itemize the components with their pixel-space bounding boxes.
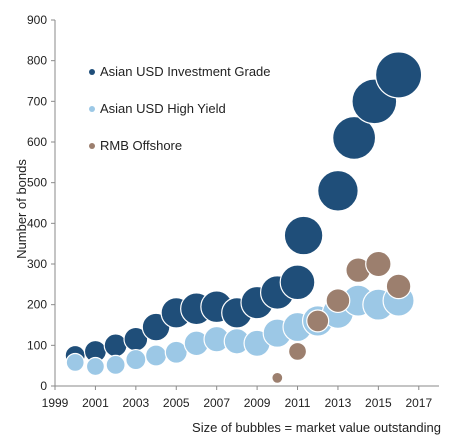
x-tick-label: 2013 bbox=[325, 396, 352, 410]
bubble-asian-usd-high-yield bbox=[105, 354, 126, 375]
bubble-rmb-offshore bbox=[365, 250, 392, 278]
bubble-rmb-offshore bbox=[287, 341, 308, 361]
bubble-asian-usd-high-yield bbox=[164, 340, 188, 364]
legend-label: Asian USD High Yield bbox=[100, 101, 226, 116]
bubble-asian-usd-high-yield bbox=[144, 344, 168, 367]
bubble-asian-usd-high-yield bbox=[85, 356, 105, 377]
bubble-asian-usd-investment-grade bbox=[283, 215, 324, 256]
x-tick-label: 2017 bbox=[405, 396, 432, 410]
x-tick-label: 2003 bbox=[122, 396, 149, 410]
x-tick-label: 2015 bbox=[365, 396, 392, 410]
bubble-size-footnote: Size of bubbles = market value outstandi… bbox=[192, 420, 441, 435]
bubble-asian-usd-investment-grade bbox=[332, 115, 377, 160]
legend-label: RMB Offshore bbox=[100, 138, 182, 153]
y-axis-label: Number of bonds bbox=[14, 159, 29, 259]
x-tick-label: 1999 bbox=[42, 396, 69, 410]
y-tick-label: 400 bbox=[27, 216, 47, 230]
bubble-asian-usd-high-yield bbox=[65, 352, 85, 372]
x-tick-label: 2005 bbox=[163, 396, 190, 410]
y-tick-label: 100 bbox=[27, 338, 47, 352]
y-tick-label: 900 bbox=[27, 13, 47, 27]
x-tick-label: 2011 bbox=[285, 396, 311, 410]
y-tick-label: 500 bbox=[27, 176, 47, 190]
x-tick-label: 2001 bbox=[82, 396, 109, 410]
x-tick-label: 2009 bbox=[244, 396, 271, 410]
y-tick-label: 800 bbox=[27, 54, 47, 68]
x-tick-label: 2007 bbox=[203, 396, 230, 410]
legend-marker bbox=[89, 106, 95, 112]
bubble-asian-usd-high-yield bbox=[125, 348, 147, 371]
bubble-asian-usd-investment-grade bbox=[374, 51, 423, 99]
legend-marker bbox=[89, 69, 95, 75]
y-tick-label: 600 bbox=[27, 135, 47, 149]
y-tick-label: 300 bbox=[27, 257, 47, 271]
y-tick-label: 0 bbox=[40, 379, 47, 393]
bubble-rmb-offshore bbox=[385, 273, 412, 300]
bubble-rmb-offshore bbox=[325, 288, 351, 314]
y-tick-label: 700 bbox=[27, 94, 47, 108]
bubble-rmb-offshore bbox=[271, 371, 284, 384]
bubble-asian-usd-investment-grade bbox=[317, 169, 359, 212]
bubble-asian-usd-investment-grade bbox=[279, 264, 316, 301]
bubble-rmb-offshore bbox=[306, 309, 330, 333]
y-tick-label: 200 bbox=[27, 298, 47, 312]
legend-marker bbox=[89, 143, 95, 149]
legend-label: Asian USD Investment Grade bbox=[100, 64, 271, 79]
